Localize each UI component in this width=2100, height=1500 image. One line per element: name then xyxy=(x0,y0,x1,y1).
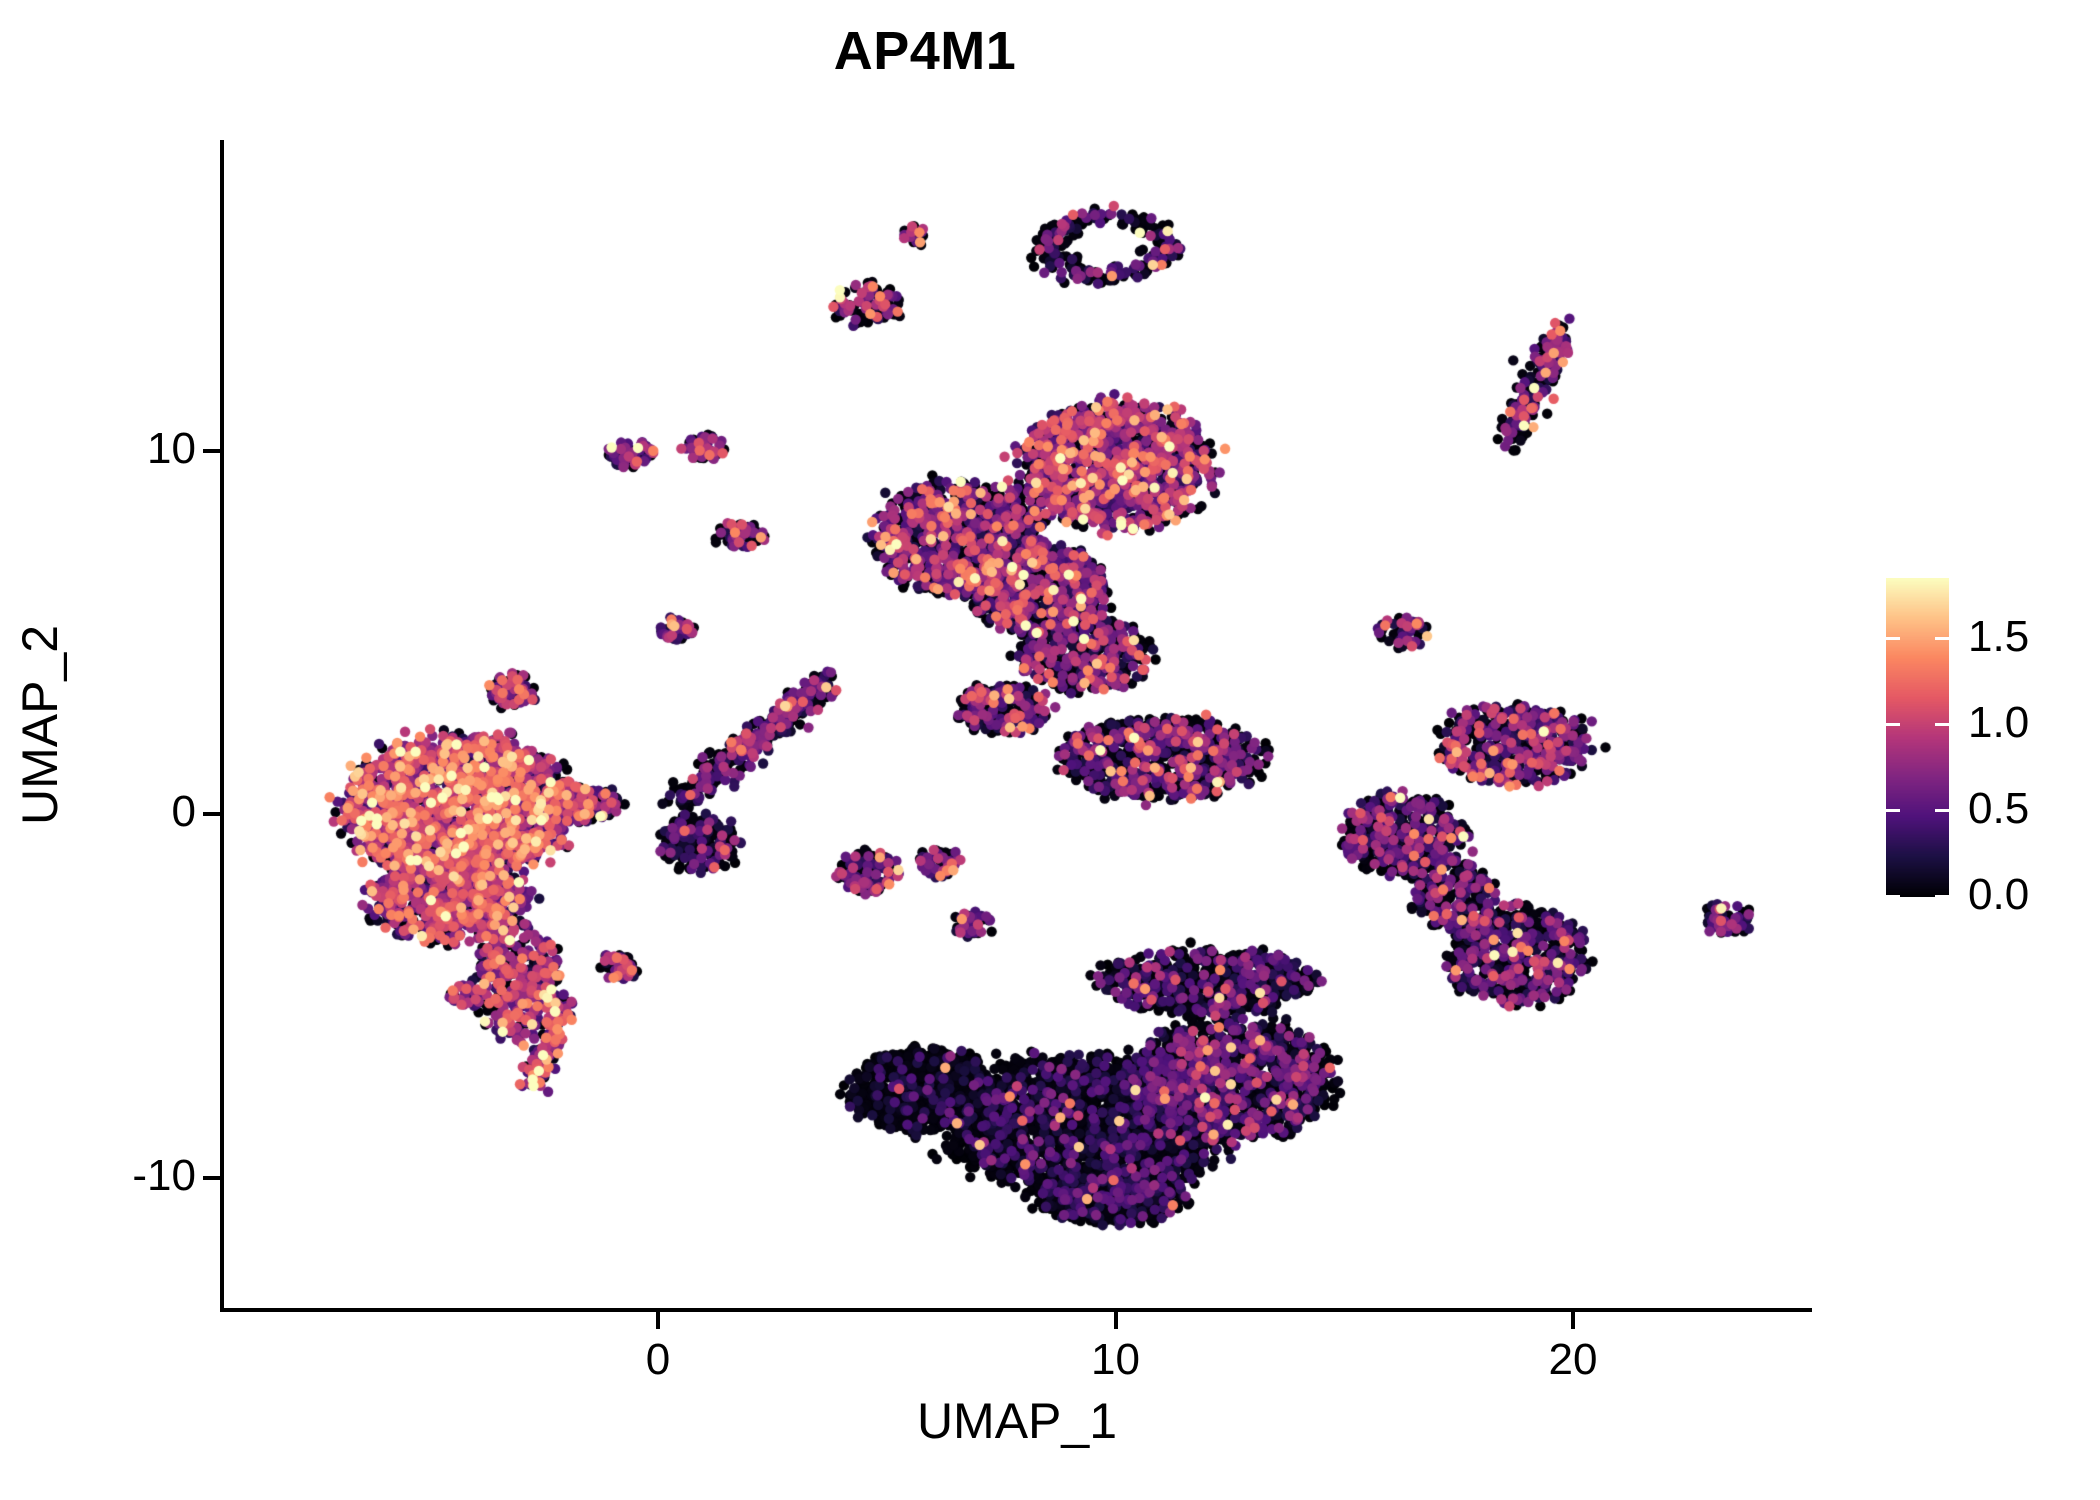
y-tick-mark xyxy=(203,812,220,816)
x-tick-mark xyxy=(656,1312,660,1329)
y-axis-label-holder: UMAP_2 xyxy=(0,140,80,1310)
x-tick-label: 20 xyxy=(1548,1335,1598,1384)
colorbar-tick-mark xyxy=(1886,809,1949,813)
colorbar-tick-label: 0.5 xyxy=(1968,784,2030,834)
y-tick-label: 0 xyxy=(171,787,196,836)
colorbar-tick-label: 1.0 xyxy=(1968,698,2030,748)
y-tick-mark xyxy=(203,448,220,453)
x-tick-mark xyxy=(1571,1312,1575,1329)
colorbar-tick-mark xyxy=(1886,895,1949,898)
x-axis-label: UMAP_1 xyxy=(916,1393,1118,1449)
colorbar-gradient xyxy=(1886,578,1949,897)
plot-panel xyxy=(222,140,1812,1310)
page-title: AP4M1 xyxy=(833,21,1017,81)
y-tick-label: -10 xyxy=(132,1150,196,1200)
colorbar-tick-label: 1.5 xyxy=(1968,612,2030,662)
y-axis-label: UMAP_2 xyxy=(12,624,68,826)
colorbar-legend: 1.5 1.0 0.5 0.0 xyxy=(1886,578,2086,917)
scatter-plot-canvas xyxy=(222,140,1812,1310)
y-axis-line xyxy=(220,140,224,1312)
colorbar-tick-mark xyxy=(1886,723,1949,727)
colorbar-tick-label: 0.0 xyxy=(1968,870,2030,919)
colorbar-tick-mark xyxy=(1886,637,1949,641)
x-tick-mark xyxy=(1113,1312,1118,1329)
y-tick-label: 10 xyxy=(147,423,196,473)
x-tick-label: 0 xyxy=(645,1335,671,1384)
x-axis-line xyxy=(220,1308,1812,1312)
y-tick-mark xyxy=(203,1175,220,1180)
x-tick-label: 10 xyxy=(1091,1335,1140,1384)
